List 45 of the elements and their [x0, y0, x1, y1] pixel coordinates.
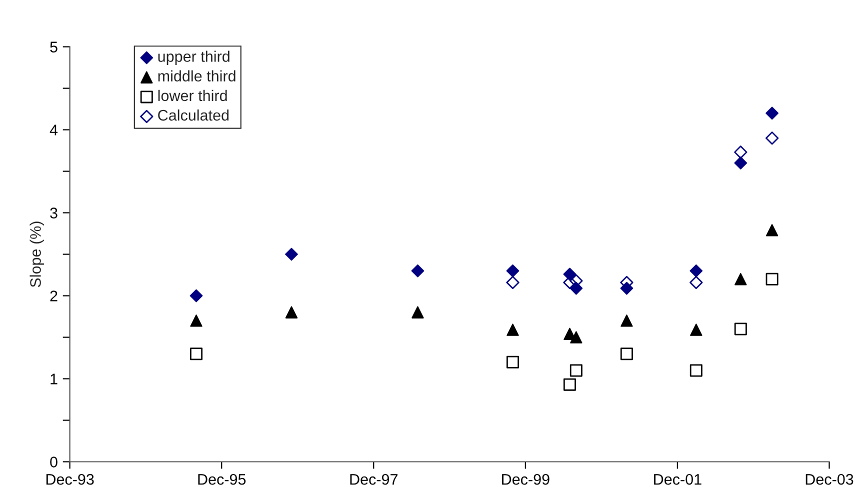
- legend-label: middle third: [158, 70, 236, 82]
- point: [411, 264, 424, 278]
- x-tick-label: Dec-95: [198, 474, 246, 485]
- point: [412, 306, 424, 318]
- point: [506, 356, 519, 368]
- point: [620, 314, 633, 327]
- y-tick-label: 1: [50, 374, 58, 384]
- legend-label: Calculated: [158, 109, 229, 121]
- x-tick-label: Dec-93: [46, 474, 94, 485]
- point: [190, 314, 202, 327]
- point: [766, 272, 778, 286]
- legend-label: lower third: [158, 90, 227, 102]
- point: [190, 289, 203, 302]
- point: [690, 324, 702, 336]
- point: [620, 348, 633, 360]
- x-tick-label: Dec-99: [502, 474, 550, 485]
- point: [285, 306, 298, 318]
- legend-label: upper third: [158, 50, 230, 65]
- point: [734, 146, 748, 159]
- x-tick-label: Dec-01: [654, 474, 702, 485]
- point: [690, 276, 703, 290]
- y-tick-label: 2: [50, 290, 58, 302]
- point: [766, 106, 779, 120]
- point: [734, 322, 747, 336]
- point: [570, 331, 582, 344]
- y-axis-title: Slope (%): [30, 222, 44, 288]
- x-tick-label: Dec-97: [350, 474, 398, 485]
- point: [734, 273, 747, 286]
- point: [506, 324, 519, 336]
- point: [285, 248, 298, 261]
- point: [690, 364, 702, 377]
- point: [734, 156, 748, 170]
- y-tick-label: 0: [50, 456, 58, 468]
- point: [766, 224, 778, 236]
- point: [506, 276, 520, 290]
- point: [765, 131, 779, 145]
- point: [570, 364, 582, 377]
- y-tick-label: 5: [50, 42, 58, 52]
- point: [690, 264, 703, 278]
- x-tick-label: Dec-03: [806, 474, 854, 485]
- y-tick-label: 3: [50, 208, 58, 218]
- point: [190, 348, 203, 360]
- y-tick-label: 4: [50, 124, 58, 136]
- point: [563, 378, 576, 391]
- point: [506, 264, 520, 278]
